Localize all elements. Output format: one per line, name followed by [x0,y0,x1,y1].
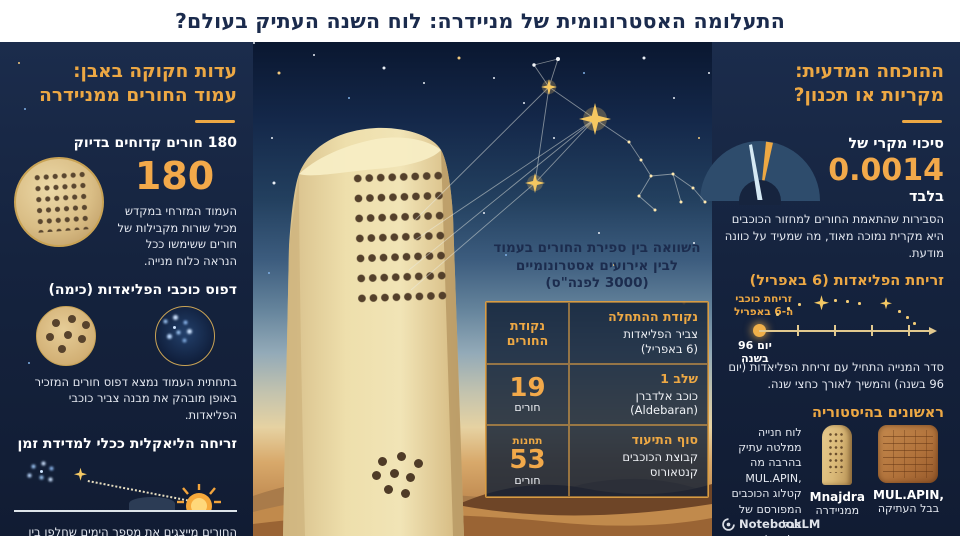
mnajdra-name: Mnajdra [809,489,865,504]
right-panel-heading: ההוכחה המדעית: מקריות או תכנון? [793,61,944,107]
event-detail: צביר הפליאדות (6 באפריל) [623,326,698,356]
star-cluster-icon [40,469,43,473]
pleiades-holes-image [36,305,96,366]
timeline-axis [759,330,930,332]
arrow-right-icon [929,326,937,335]
heliacal-section-description: החורים מייצגים את מספר הימים שחלפו בין ה… [28,524,237,536]
event-detail: קבוצת הכוכבים קנטאורוס [622,450,698,480]
branding-text: NotebookLM [739,517,821,531]
rising-description: סדר המנייה התחיל עם זריחת הפליאדות (יום … [728,360,944,391]
notebooklm-logo-icon [722,517,735,531]
gauge-needle-icon [749,144,763,201]
pleiades-rising-timeline: זריחת כוכבי ה-6 באפריל יום 96 בשנה [724,293,944,365]
comparison-table-title: השוואה בין ספירת החורים בעמוד לבין אירוע… [493,240,701,292]
holes-count: 19 [509,372,546,403]
probability-prefix: סיכוי מקרי של [848,136,944,153]
heliacal-section-title: זריחה הליאקלית ככלי למדידת זמן [17,435,238,452]
holes-unit: חורים [514,473,541,487]
event-detail: כוכב אלדברן (Aldebaran) [630,388,698,418]
rising-section-title: זריחת הפליאדות (6 באפריל) [749,273,944,290]
table-cell-holes-header: נקודת החורים [486,301,569,364]
table-cell-53-holes: תחנות 53 חורים [486,425,569,498]
mnajdra-pillar-icon [822,424,853,485]
holes-count: 53 [509,445,546,476]
pleiades-section-description: בתחתית העמוד נמצא דפוס חורים המזכיר באופ… [34,374,237,423]
probability-block: סיכוי מקרי של 0.0014 בלבד [700,135,944,207]
probability-gauge [700,141,821,206]
probability-value: 0.0014 [828,152,944,188]
holes-section-description: העמוד המזרחי במקדש מכיל שורות מקבילות של… [117,203,237,268]
branding: NotebookLM [722,517,820,531]
mulapin-name: MUL.APIN, [872,487,944,502]
holes-number-column: 180 העמוד המזרחי במקדש מכיל שורות מקבילו… [112,154,237,270]
rising-sun-icon [175,484,223,511]
timeline-tick [834,325,836,337]
holes-label: תחנות [512,434,543,447]
table-cell-start-event: נקודת ההתחלה צביר הפליאדות (6 באפריל) [569,301,708,364]
event-title: שלב 1 [660,370,698,386]
timeline-tick [797,325,799,337]
cuneiform-tablet-icon [878,424,939,483]
night-sky-scene: השוואה בין ספירת החורים בעמוד לבין אירוע… [253,42,712,536]
event-title: נקודת ההתחלה [608,308,698,324]
pleiades-section-title: דפוס כוכבי הפליאדות (כימה) [48,281,237,298]
gold-divider [902,120,942,124]
firsts-section-title: ראשונים בהיסטוריה [812,404,944,421]
table-cell-19-holes: 19 חורים [486,363,569,426]
star-trajectory-dots [776,313,779,316]
pillar-closeup-image [14,157,104,248]
comparison-table-block: השוואה בין ספירת החורים בעמוד לבין אירוע… [485,240,709,499]
glowing-star-icon [814,295,829,311]
firsts-artifacts: MUL.APIN, בבל העתיקה Mnajdra ממניידרה לו… [724,424,944,536]
pleiades-comparison [14,304,237,366]
comparison-table: נקודת ההתחלה צביר הפליאדות (6 באפריל) נק… [485,300,709,499]
table-cell-end-event: סוף התיעוד קבוצת הכוכבים קנטאורוס [569,425,708,498]
timeline-tick [871,325,873,337]
left-panel: עדות חקוקה באבן: עמוד החורים ממניידרה 18… [0,42,253,536]
page-title: התעלומה האסטרונומית של מניידרה: לוח השנה… [174,9,786,33]
heliacal-rising-illustration [14,458,237,518]
constellation-overlay [408,57,707,291]
hill-silhouette [129,497,175,511]
table-cell-stage1-event: שלב 1 כוכב אלדברן (Aldebaran) [569,363,708,426]
star-icon [74,467,87,481]
holes-section-title: 180 חורים קדוחים בדיוק [73,135,237,152]
pleiades-hole-cluster [378,457,387,466]
pleiades-stars-image [155,305,215,366]
event-title: סוף התיעוד [631,432,698,448]
holes-section: 180 העמוד המזרחי במקדש מכיל שורות מקבילו… [14,154,237,270]
holes-column-header: נקודת החורים [506,317,549,348]
probability-description: הסבירות שהתאמת החורים למחזור הכוכבים היא… [724,212,944,260]
mulapin-subtitle: בבל העתיקה [877,501,940,515]
timeline-tick [908,325,910,337]
firsts-description: לוח חנייה ממלטה עתיק בהרבה מה ,MUL.APIN … [731,425,802,536]
mulapin-artifact: MUL.APIN, בבל העתיקה [872,424,944,515]
big-number-180: 180 [134,154,215,199]
pleiades-star-cluster-icon [173,325,176,329]
hole-grid-icon [34,171,90,233]
gold-divider [195,120,235,124]
holes-unit: חורים [514,401,541,415]
right-panel: ההוכחה המדעית: מקריות או תכנון? סיכוי מק… [700,42,960,536]
probability-suffix: בלבד [909,189,944,206]
seven-holes-icon [52,318,60,327]
mnajdra-artifact: Mnajdra ממניידרה [809,424,865,517]
timeline-marker-label: זריחת כוכבי ה-6 באפריל [734,293,794,319]
timeline-day-label: יום 96 בשנה [738,339,772,366]
probability-text: סיכוי מקרי של 0.0014 בלבד [828,135,944,207]
mnajdra-subtitle: ממניידרה [815,503,860,517]
star-icon [880,297,892,310]
sky-stars [253,42,255,44]
decorative-stars [18,62,20,64]
horizon-line [14,510,237,512]
left-panel-heading: עדות חקוקה באבן: עמוד החורים ממניידרה [39,61,237,107]
